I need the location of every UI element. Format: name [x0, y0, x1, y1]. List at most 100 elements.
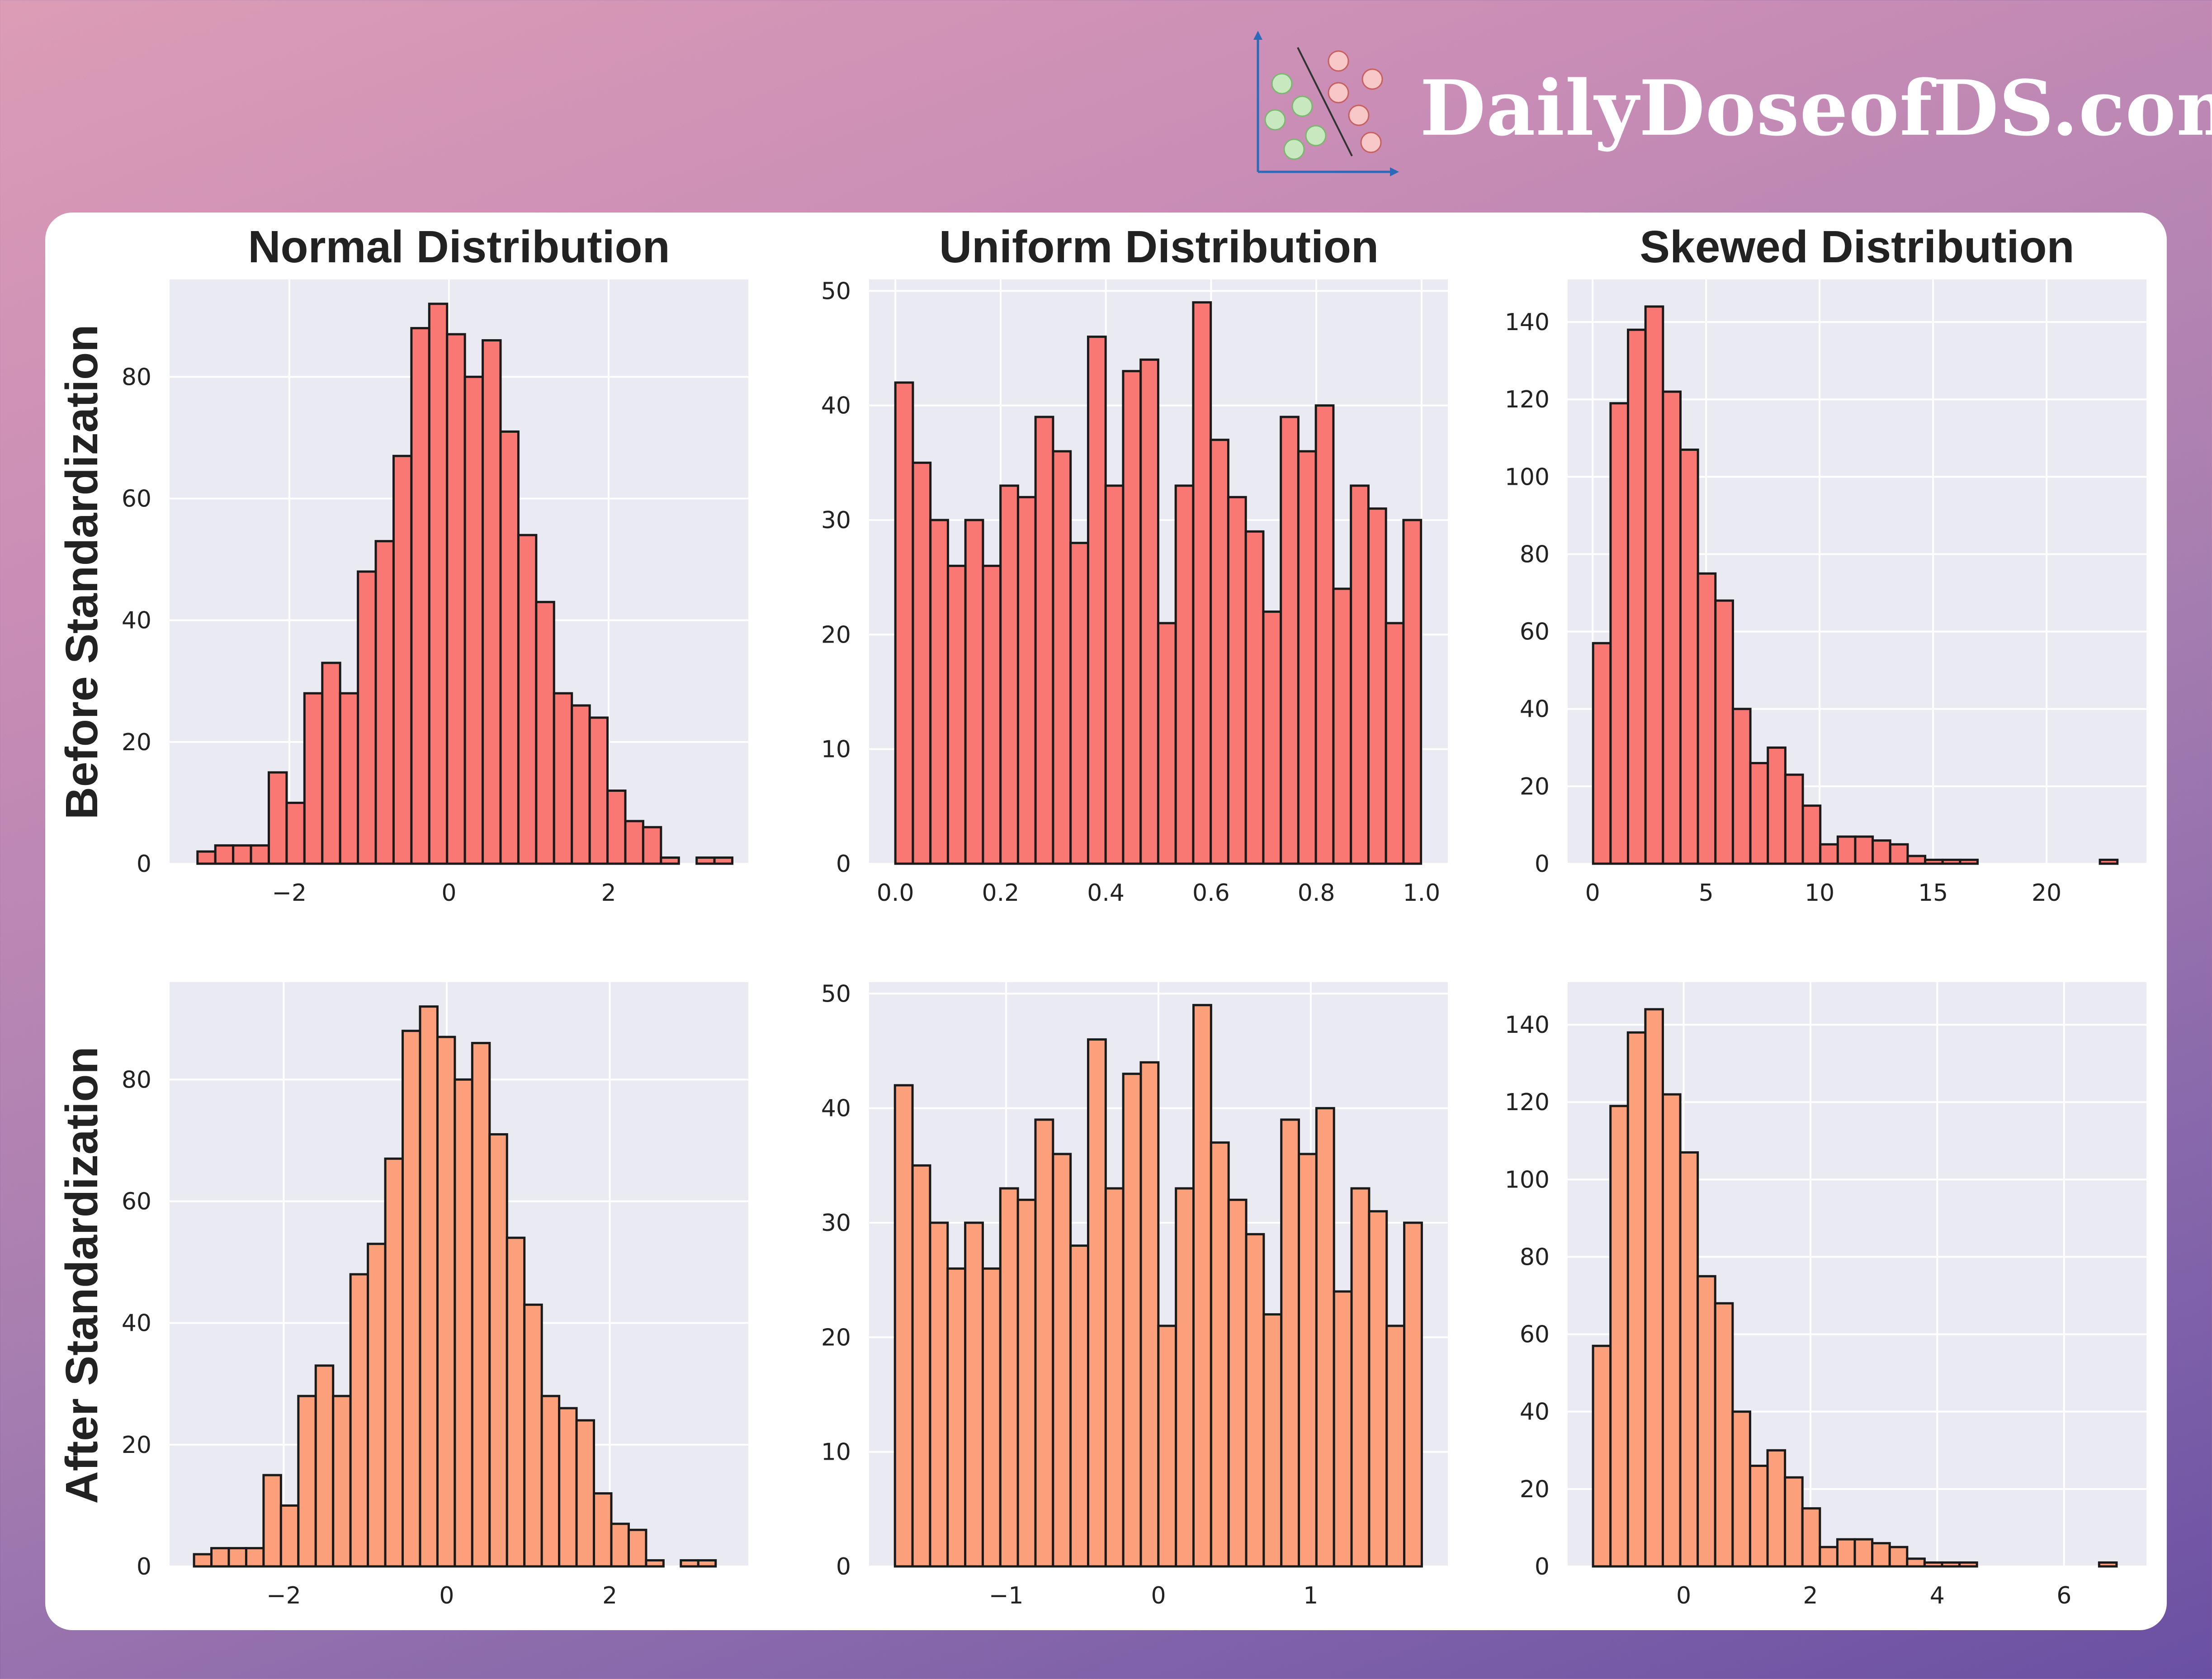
histogram-bar [697, 1559, 717, 1568]
histogram-bar [660, 856, 680, 865]
histogram-bar [1244, 530, 1265, 865]
histogram-bar [446, 333, 466, 865]
histogram-bar [1210, 1141, 1230, 1568]
histogram-bar [517, 534, 538, 865]
histogram-bar [1609, 1105, 1629, 1568]
histogram-bar [981, 1267, 1002, 1568]
histogram-bar [606, 790, 627, 865]
y-tick-label: 40 [122, 1310, 151, 1337]
y-tick-label: 140 [1505, 309, 1550, 336]
histogram-bar [1819, 843, 1839, 865]
y-tick-label: 20 [1520, 773, 1550, 800]
histogram-bar [624, 820, 644, 865]
histogram-bar [321, 662, 341, 865]
histogram-bar [1697, 572, 1717, 865]
x-tick-label: 0 [1151, 1582, 1166, 1609]
histogram-bar [471, 1042, 491, 1568]
histogram-bar [999, 484, 1019, 865]
histogram-bar [1697, 1275, 1716, 1568]
histogram-bar [1192, 1004, 1212, 1568]
histogram-bar [1889, 843, 1909, 865]
histogram-bar [575, 1419, 596, 1568]
histogram-bar [1801, 804, 1822, 865]
histogram-bar [999, 1187, 1019, 1568]
y-tick-label: 60 [1520, 619, 1550, 646]
histogram-bar [695, 856, 716, 865]
histogram-bar [1801, 1507, 1821, 1568]
histogram-bar [1368, 1210, 1388, 1568]
histogram-bar [593, 1492, 613, 1568]
histogram-bar [1854, 835, 1874, 865]
histogram-bar [1403, 1221, 1423, 1568]
histogram-bar [645, 1559, 665, 1568]
histogram-bar [1122, 370, 1142, 865]
histogram-bar [911, 1164, 931, 1568]
histogram-bar [1941, 1561, 1961, 1568]
histogram-bar [1871, 1542, 1891, 1568]
histogram-bar [428, 303, 449, 865]
y-tick-label: 40 [821, 393, 851, 420]
histogram-bar [332, 1395, 352, 1568]
y-tick-label: 30 [821, 1210, 851, 1237]
x-tick-label: 1 [1303, 1582, 1318, 1609]
histogram-bar [314, 1364, 335, 1568]
histogram-bar [1924, 858, 1944, 865]
histogram-bar [553, 692, 573, 865]
histogram-bar [1784, 1476, 1804, 1568]
x-tick-label: 0 [441, 880, 456, 907]
histogram-bar [1679, 448, 1699, 865]
histogram-bar [1644, 305, 1664, 865]
histogram-bar [1280, 416, 1300, 865]
histogram-bar [1402, 519, 1423, 865]
y-tick-label: 80 [122, 1066, 151, 1093]
histogram-bar [1280, 1118, 1300, 1568]
y-tick-label: 20 [821, 621, 851, 648]
y-tick-label: 20 [122, 729, 151, 756]
y-tick-label: 100 [1505, 1166, 1550, 1193]
x-tick-label: 0.2 [982, 880, 1020, 907]
histogram-bar [1157, 1324, 1177, 1568]
histogram-panel-1: 0 20 40 60 80 −2 0 2 [122, 279, 748, 907]
histogram-bar [627, 1528, 648, 1568]
histogram-bar [1609, 402, 1630, 865]
histogram-bar [1332, 587, 1352, 865]
histogram-bar [523, 1303, 543, 1568]
histogram-bar [713, 856, 734, 865]
histogram-bar [946, 564, 967, 865]
y-tick-label: 10 [821, 1439, 851, 1466]
histogram-bar [250, 844, 270, 865]
column-title-normal: Normal Distribution [248, 222, 670, 272]
x-tick-label: 0.4 [1087, 880, 1125, 907]
histogram-bar [1714, 599, 1734, 865]
histogram-bar [499, 430, 520, 865]
histogram-bar [214, 844, 235, 865]
histogram-bar [1906, 855, 1927, 865]
histogram-bar [463, 375, 484, 865]
histogram-bar [392, 454, 413, 865]
histogram-bar [964, 519, 984, 865]
histogram-panel-2: 0 10 20 30 40 50 0.0 0.2 0.4 0.6 0.8 1.0 [821, 278, 1448, 907]
histogram-bar [1087, 1038, 1107, 1568]
histogram-bar [2098, 1561, 2118, 1568]
histogram-bar [374, 540, 395, 865]
histogram-bar [279, 1504, 300, 1568]
histogram-bar [506, 1236, 526, 1568]
histogram-bar [2099, 858, 2119, 865]
histogram-bar [1333, 1290, 1353, 1568]
histogram-bar [1853, 1538, 1874, 1568]
histogram-bar [1627, 328, 1647, 865]
histogram-bar [929, 519, 949, 865]
histogram-bar [1923, 1561, 1943, 1568]
histogram-bar [303, 692, 324, 865]
histogram-bar [1315, 1107, 1335, 1568]
x-tick-label: 2 [1803, 1582, 1818, 1609]
histogram-panel-4: 0 20 40 60 80 −2 0 2 [122, 982, 748, 1609]
y-tick-label: 10 [821, 736, 851, 763]
histogram-bar [1661, 1093, 1682, 1568]
row-label-before: Before Standardization [57, 325, 107, 820]
histogram-bar [1069, 1244, 1089, 1568]
histogram-bar [1227, 496, 1247, 865]
histogram-bar [1052, 450, 1072, 865]
histogram-bar [1819, 1546, 1839, 1568]
